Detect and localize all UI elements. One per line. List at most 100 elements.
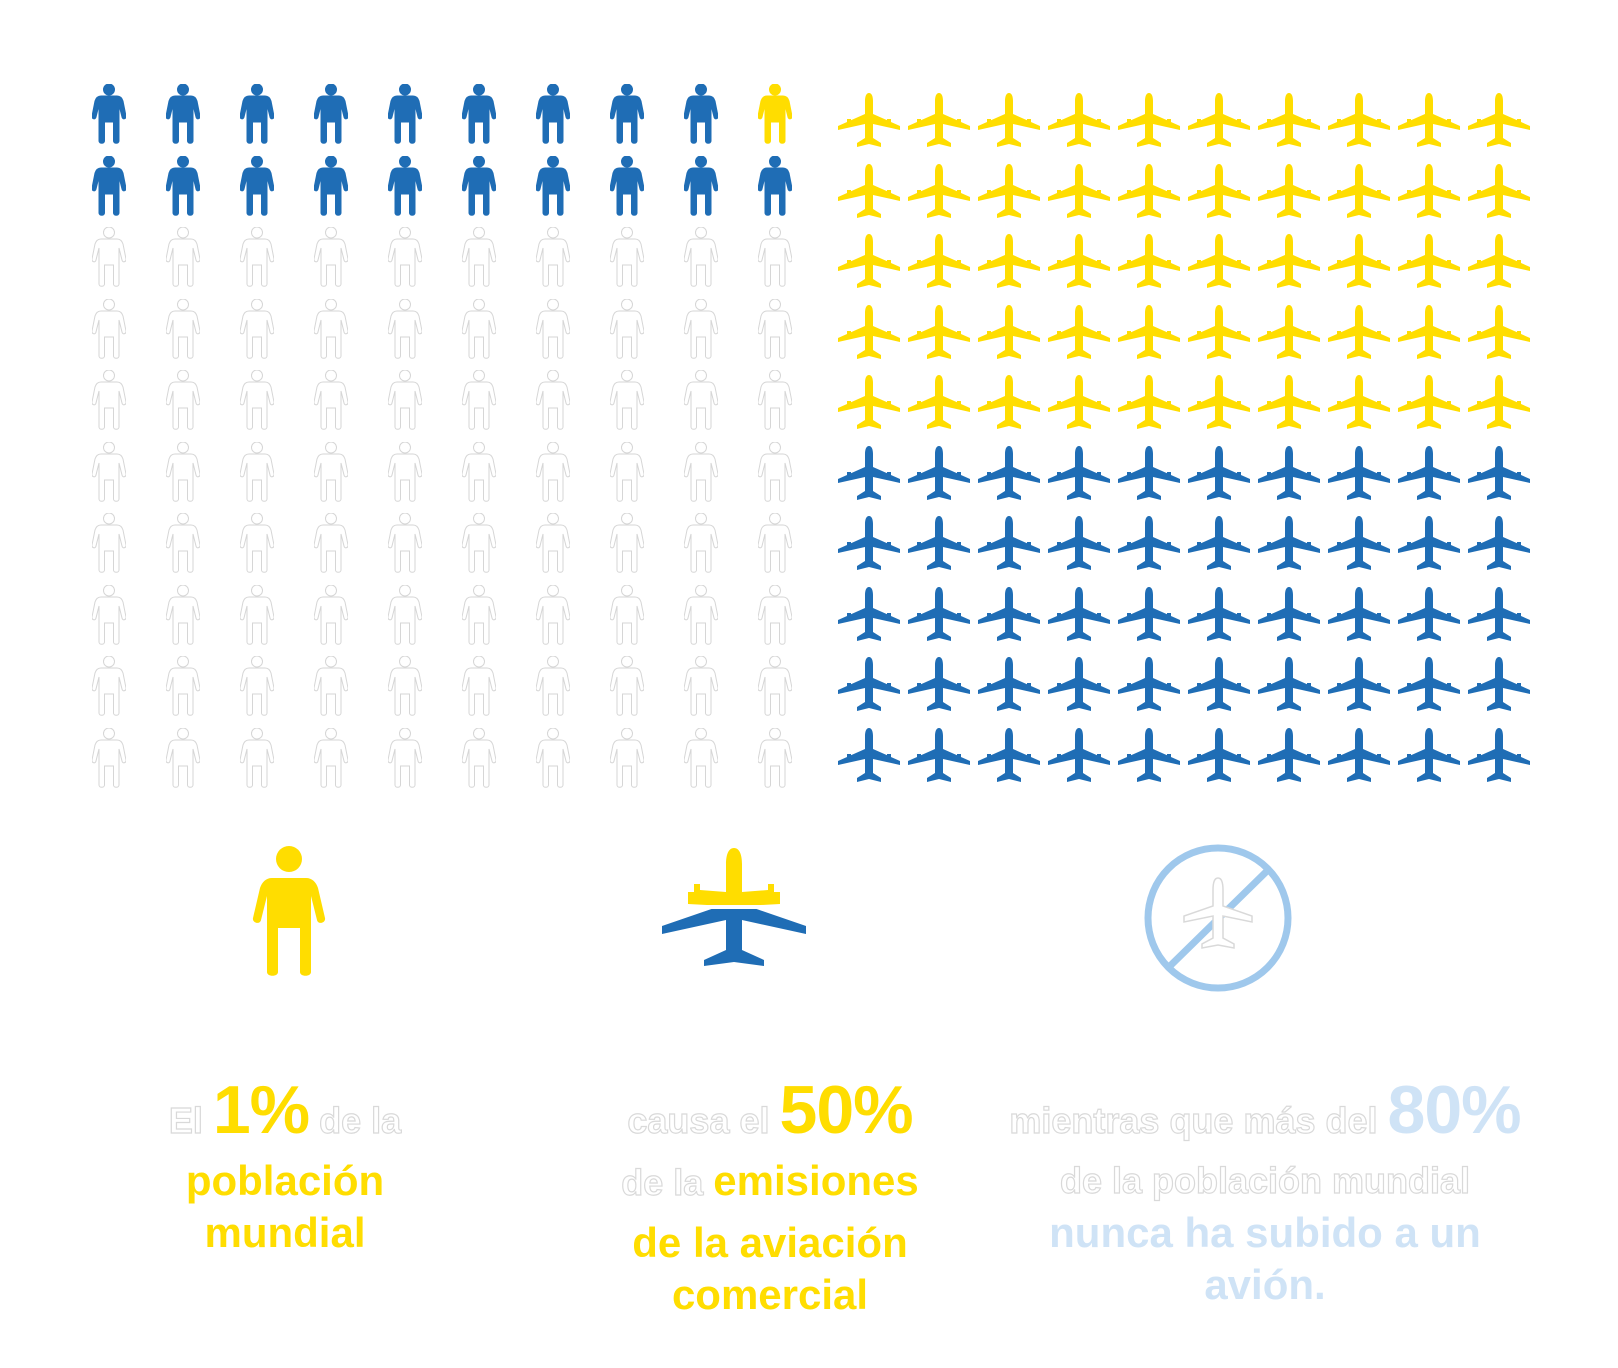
airplane-icon (1186, 727, 1252, 785)
caption-fifty-percent: causa el 50% de la emisiones de la aviac… (585, 1076, 955, 1321)
airplane-icon (836, 92, 902, 150)
airplane-icon (1046, 163, 1112, 221)
person-icon (684, 298, 718, 359)
airplane-icon (1116, 163, 1182, 221)
person-icon (240, 727, 274, 788)
airplane-icon (1396, 374, 1462, 432)
person-icon (388, 227, 422, 287)
airplane-icon (976, 656, 1042, 714)
airplane-icon (1116, 515, 1182, 573)
person-icon (314, 513, 348, 573)
person-icon (610, 155, 644, 216)
person-icon (240, 227, 274, 287)
airplane-icon (1256, 163, 1322, 221)
airplane-icon (1046, 304, 1112, 362)
caption-one-percent: El 1% de la población mundial (120, 1076, 450, 1259)
person-icon (240, 370, 274, 430)
airplane-icon (1396, 445, 1462, 503)
person-icon (92, 513, 126, 573)
person-icon (166, 513, 200, 573)
airplane-icon (1326, 656, 1392, 714)
person-icon (166, 84, 200, 144)
person-icon (92, 298, 126, 359)
person-icon (536, 441, 570, 502)
airplane-icon (1326, 233, 1392, 291)
person-icon (684, 584, 718, 645)
person-icon (314, 656, 348, 716)
airplane-icon (1186, 233, 1252, 291)
airplane-icon (1466, 163, 1532, 221)
airplane-icon (906, 233, 972, 291)
airplane-icon (1466, 92, 1532, 150)
airplane-icon (836, 586, 902, 644)
person-icon (388, 370, 422, 430)
person-icon (536, 584, 570, 645)
person-icon (462, 513, 496, 573)
person-icon (462, 370, 496, 430)
person-icon (92, 656, 126, 716)
person-icon (166, 155, 200, 216)
caption-2-value: 50% (779, 1072, 914, 1148)
person-icon (758, 513, 792, 573)
person-icon (166, 584, 200, 645)
airplane-icon (1256, 656, 1322, 714)
airplane-icon (1396, 233, 1462, 291)
person-icon (166, 370, 200, 430)
person-icon (166, 227, 200, 287)
person-icon (240, 84, 274, 144)
airplane-icon (1256, 304, 1322, 362)
airplane-icon (1256, 445, 1322, 503)
airplane-icon (1186, 163, 1252, 221)
airplane-icon (1046, 586, 1112, 644)
airplane-icon (906, 445, 972, 503)
airplane-icon (1116, 304, 1182, 362)
person-icon (462, 441, 496, 502)
person-icon (166, 298, 200, 359)
airplane-icon (836, 515, 902, 573)
airplane-icon (1466, 445, 1532, 503)
person-icon (388, 155, 422, 216)
plane-grid (836, 92, 1532, 785)
person-icon (388, 727, 422, 788)
airplane-icon (836, 445, 902, 503)
airplane-icon (906, 163, 972, 221)
caption-2-prefix: causa el (627, 1099, 780, 1141)
person-icon (240, 441, 274, 502)
airplane-icon (662, 846, 806, 975)
caption-1-value: 1% (212, 1072, 310, 1148)
airplane-icon (1326, 515, 1392, 573)
airplane-icon (1326, 727, 1392, 785)
airplane-icon (906, 92, 972, 150)
person-icon (92, 441, 126, 502)
airplane-icon (1186, 586, 1252, 644)
person-icon (388, 84, 422, 144)
person-icon (758, 656, 792, 716)
airplane-icon (1186, 656, 1252, 714)
person-icon (462, 227, 496, 287)
airplane-icon (1396, 515, 1462, 573)
person-icon (684, 155, 718, 216)
caption-3-line3: nunca ha subido a un (1049, 1209, 1481, 1256)
person-icon (240, 656, 274, 716)
airplane-icon (1256, 233, 1322, 291)
person-icon (610, 370, 644, 430)
person-icon (240, 513, 274, 573)
airplane-icon (1326, 304, 1392, 362)
airplane-icon (1256, 92, 1322, 150)
person-icon (92, 155, 126, 216)
person-icon (92, 727, 126, 788)
person-icon (314, 227, 348, 287)
airplane-icon (836, 163, 902, 221)
person-icon (684, 727, 718, 788)
person-icon (166, 727, 200, 788)
caption-1-line2: población (185, 1157, 385, 1204)
airplane-icon (1256, 727, 1322, 785)
person-icon (240, 155, 274, 216)
airplane-icon (976, 445, 1042, 503)
person-icon (252, 846, 326, 981)
airplane-icon (1116, 727, 1182, 785)
airplane-icon (976, 515, 1042, 573)
person-icon (92, 370, 126, 430)
person-icon (536, 227, 570, 287)
airplane-icon (1186, 445, 1252, 503)
